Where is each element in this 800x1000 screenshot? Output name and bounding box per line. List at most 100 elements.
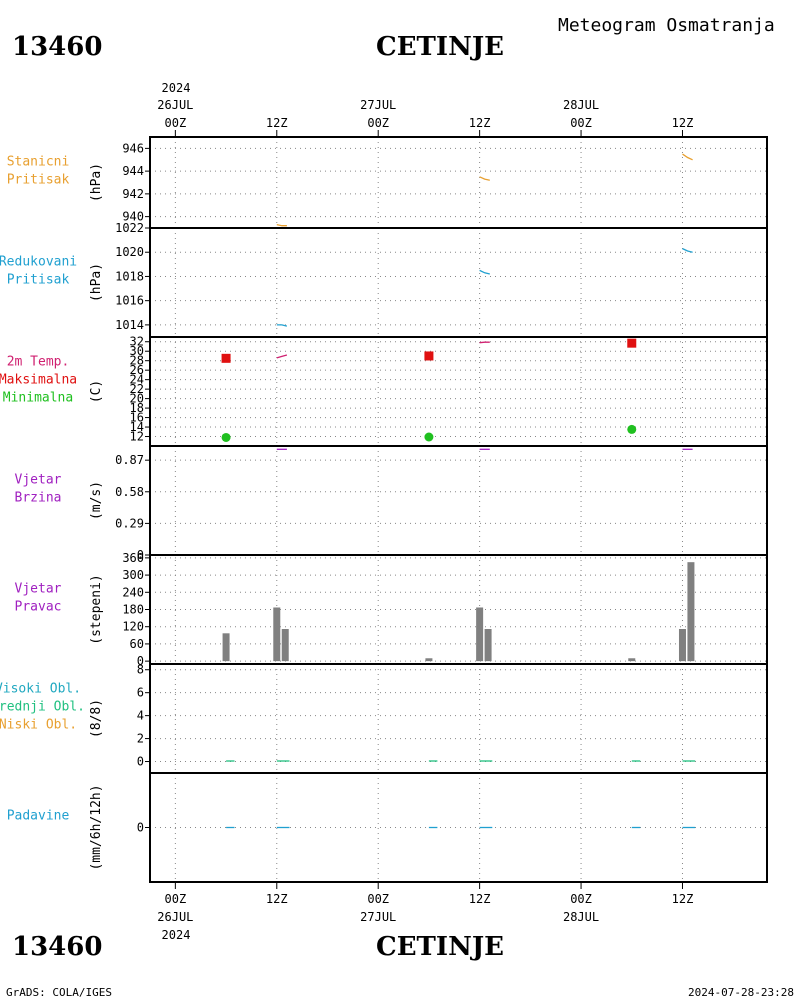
panel-label: Redukovani	[0, 255, 77, 270]
y-tick-label: 1016	[115, 294, 144, 308]
y-tick-label: 26	[130, 363, 144, 377]
wind-direction-bar	[222, 633, 230, 662]
y-axis-label: (C)	[89, 380, 104, 403]
y-tick-label: 0	[137, 548, 144, 562]
y-tick-label: 0.58	[115, 485, 144, 499]
min-temp-point	[627, 424, 637, 434]
top-date-label: 27JUL	[360, 98, 396, 112]
panel-redukovani: 1014 1016 1018 1020 1022 (hPa) Redukovani Priti…	[0, 221, 768, 338]
y-tick-label: 942	[122, 187, 144, 201]
panel-frame	[149, 136, 768, 229]
panel-label: 2m Temp.	[7, 355, 70, 370]
series-line	[682, 248, 693, 253]
y-tick-label: 24	[130, 373, 144, 387]
y-axis-label: (stepeni)	[89, 574, 104, 644]
footer-timestamp: 2024-07-28-23:28	[688, 986, 794, 999]
y-axis-label: (hPa)	[89, 263, 104, 302]
top-time-label: 12Z	[469, 116, 491, 130]
series-line	[276, 324, 288, 327]
y-tick-label: 1018	[115, 269, 144, 283]
y-tick-label: 944	[122, 164, 144, 178]
station-id-top: 13460	[12, 32, 102, 62]
panel-stanicni: 940 942 944 946 (hPa) Stanicni Pritisak	[7, 136, 768, 229]
wind-direction-bar	[484, 629, 492, 662]
max-temp-point	[627, 338, 637, 348]
footer-credit: GrADS: COLA/IGES	[6, 986, 112, 999]
bottom-time-label: 00Z	[367, 892, 389, 906]
y-tick-label: 946	[122, 141, 144, 155]
panel-label: Padavine	[7, 809, 70, 824]
panel-label: Minimalna	[3, 391, 73, 406]
panel-label: Niski Obl.	[0, 718, 77, 733]
panel-label: Pravac	[15, 600, 62, 615]
y-tick-label: 22	[130, 382, 144, 396]
y-tick-label: 120	[122, 620, 144, 634]
wind-direction-bar	[678, 629, 686, 662]
y-tick-label: 32	[130, 335, 144, 349]
y-axis-label: (hPa)	[89, 163, 104, 202]
y-tick-label: 0	[137, 755, 144, 769]
y-tick-label: 180	[122, 603, 144, 617]
panel-frame	[149, 227, 768, 338]
panel-label: Vjetar	[15, 582, 62, 597]
wind-direction-bar	[273, 607, 281, 662]
y-tick-label: 18	[130, 401, 144, 415]
y-tick-label: 12	[130, 430, 144, 444]
max-temp-point	[424, 351, 434, 361]
station-id-bottom: 13460	[12, 932, 102, 962]
min-temp-point	[424, 432, 434, 442]
year-bottom: 2024	[162, 928, 191, 942]
time-labels: 00Z 00Z 26JUL 26JUL 12Z 12Z 00Z 00Z 27JUL 27JUL 12…	[157, 98, 693, 924]
y-axis-label: (mm/6h/12h)	[89, 784, 104, 870]
y-tick-label: 2	[137, 732, 144, 746]
series-line	[276, 223, 287, 227]
panel-padavine: 0 (mm/6h/12h) Padavine	[7, 772, 768, 883]
y-tick-label: 940	[122, 210, 144, 224]
series-line	[682, 153, 693, 161]
temp-line	[479, 341, 490, 344]
y-tick-label: 0	[137, 821, 144, 835]
y-tick-label: 16	[130, 411, 144, 425]
y-tick-label: 20	[130, 392, 144, 406]
top-time-label: 00Z	[570, 116, 592, 130]
panel-oblaci: 0 2 4 6 8 (8/8) Visoki Obl. Srednji Obl. Niski O…	[0, 663, 768, 774]
bottom-time-label: 00Z	[570, 892, 592, 906]
panel-label: Brzina	[15, 491, 62, 506]
panel-frame	[149, 445, 768, 556]
chart-subtitle: Meteogram Osmatranja	[558, 15, 775, 36]
panel-label: Pritisak	[7, 273, 70, 288]
y-tick-label: 360	[122, 551, 144, 565]
top-time-label: 12Z	[266, 116, 288, 130]
panel-frame	[149, 663, 768, 774]
y-axis-label: (m/s)	[89, 481, 104, 520]
wind-direction-bar	[628, 658, 636, 662]
top-time-label: 12Z	[672, 116, 694, 130]
wind-direction-bar	[687, 562, 695, 662]
panel-brzina: 0 0.29 0.58 0.87 (m/s) Vjetar Brzina	[15, 445, 768, 562]
bottom-time-label: 12Z	[266, 892, 288, 906]
y-tick-label: 4	[137, 709, 144, 723]
y-tick-label: 1020	[115, 245, 144, 259]
y-tick-label: 300	[122, 568, 144, 582]
y-tick-label: 60	[130, 637, 144, 651]
top-date-label: 28JUL	[563, 98, 599, 112]
station-name-top: CETINJE	[376, 32, 504, 62]
panel-frame	[149, 336, 768, 447]
series-line	[479, 269, 490, 275]
y-tick-label: 1014	[115, 318, 144, 332]
y-tick-label: 0.29	[115, 516, 144, 530]
wind-direction-bar	[476, 607, 484, 662]
y-tick-label: 240	[122, 585, 144, 599]
y-tick-label: 0	[137, 654, 144, 668]
max-temp-point	[221, 353, 231, 363]
panel-label: Maksimalna	[0, 373, 77, 388]
bottom-date-label: 27JUL	[360, 910, 396, 924]
y-tick-label: 8	[137, 663, 144, 677]
panel-label: Srednji Obl.	[0, 700, 85, 715]
panel-label: Pritisak	[7, 173, 70, 188]
top-time-label: 00Z	[165, 116, 187, 130]
bottom-time-label: 00Z	[165, 892, 187, 906]
panel-frame	[149, 554, 768, 665]
